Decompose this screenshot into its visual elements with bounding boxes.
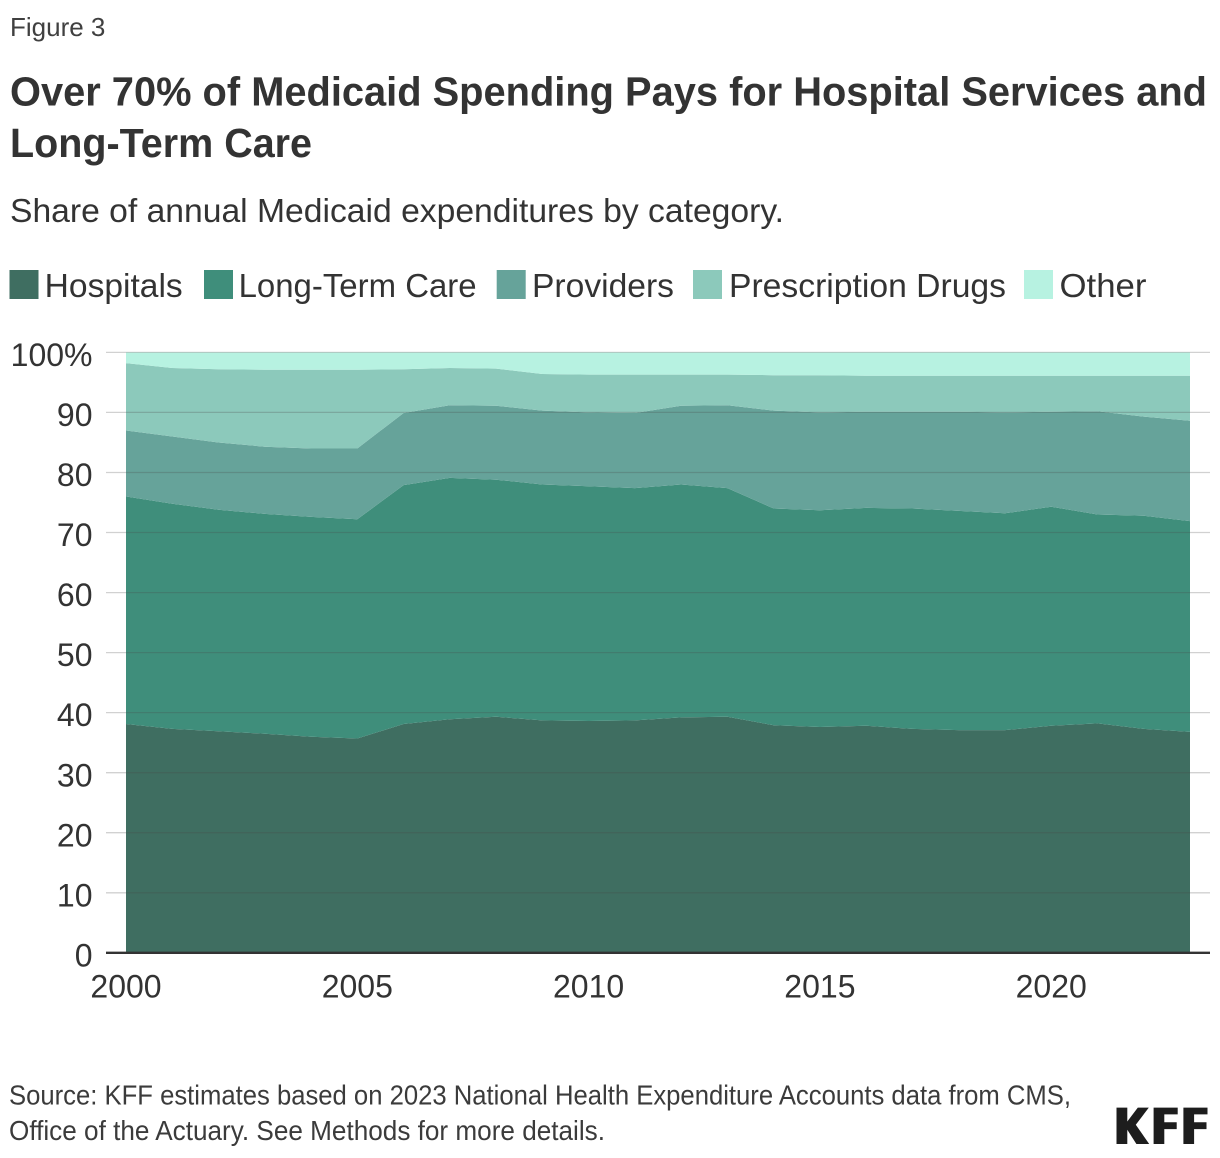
- svg-text:Share of annual Medicaid expen: Share of annual Medicaid expenditures by…: [10, 192, 784, 229]
- svg-text:Long-Term Care: Long-Term Care: [10, 120, 312, 166]
- svg-text:Other: Other: [1060, 267, 1147, 304]
- svg-text:Office of the Actuary. See Met: Office of the Actuary. See Methods for m…: [9, 1115, 605, 1146]
- svg-text:10: 10: [57, 877, 93, 913]
- svg-text:70: 70: [57, 517, 93, 553]
- svg-text:Hospitals: Hospitals: [45, 267, 183, 304]
- svg-text:20: 20: [57, 817, 93, 853]
- svg-text:40: 40: [57, 697, 93, 733]
- svg-text:50: 50: [57, 637, 93, 673]
- svg-text:2010: 2010: [553, 969, 624, 1005]
- svg-text:90: 90: [57, 397, 93, 433]
- svg-text:2000: 2000: [90, 969, 161, 1005]
- svg-text:30: 30: [57, 757, 93, 793]
- svg-text:80: 80: [57, 457, 93, 493]
- svg-text:Over 70% of Medicaid Spending: Over 70% of Medicaid Spending Pays for H…: [10, 69, 1207, 115]
- svg-text:0: 0: [75, 937, 93, 973]
- svg-text:100%: 100%: [11, 337, 93, 373]
- svg-text:Figure 3: Figure 3: [10, 12, 105, 42]
- svg-text:Source: KFF estimates based on: Source: KFF estimates based on 2023 Nati…: [9, 1080, 1071, 1111]
- svg-text:Providers: Providers: [532, 267, 674, 304]
- svg-text:60: 60: [57, 577, 93, 613]
- svg-text:Long-Term Care: Long-Term Care: [239, 267, 477, 304]
- svg-text:2005: 2005: [322, 969, 393, 1005]
- svg-text:2015: 2015: [784, 969, 855, 1005]
- svg-text:2020: 2020: [1016, 969, 1087, 1005]
- svg-text:Prescription Drugs: Prescription Drugs: [729, 267, 1006, 304]
